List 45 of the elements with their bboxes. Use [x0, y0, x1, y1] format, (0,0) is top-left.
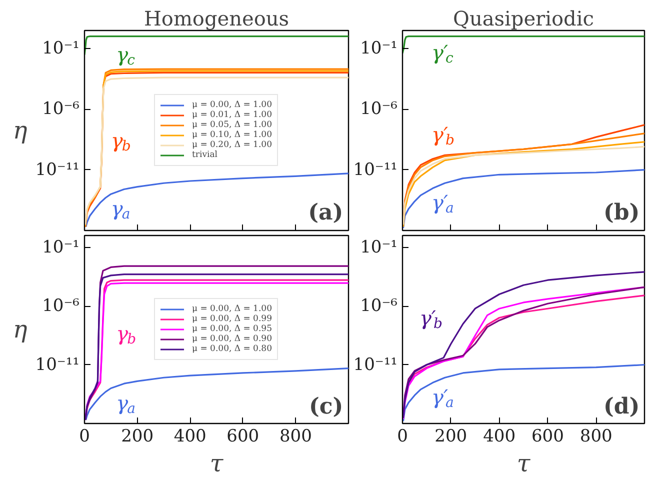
legend-label: trivial — [192, 150, 218, 160]
x-tick-label: 600 — [531, 426, 564, 446]
line-series — [85, 172, 348, 228]
x-axis-title: τ — [210, 450, 224, 478]
chart-title: Homogeneous — [144, 6, 290, 30]
y-tick-label: 10⁻¹ — [42, 237, 80, 258]
y-tick-label: 10⁻¹ — [360, 237, 398, 258]
y-tick-label: 10⁻¹ — [42, 38, 80, 58]
legend-label: μ = 0.01, Δ = 1.00 — [192, 110, 272, 120]
annotation: (d) — [603, 394, 640, 420]
y-axis-title: η — [12, 116, 28, 144]
x-tick-label: 0 — [397, 426, 408, 446]
annotation: (b) — [603, 200, 640, 226]
x-tick-label: 600 — [226, 426, 260, 446]
legend-label: μ = 0.00, Δ = 0.90 — [192, 334, 272, 344]
x-tick-label: 200 — [121, 426, 154, 446]
y-tick-label: 10⁻¹¹ — [35, 160, 80, 180]
y-tick-label: 10⁻¹¹ — [353, 160, 398, 180]
line-series — [85, 367, 348, 421]
y-tick-label: 10⁻⁶ — [360, 99, 398, 120]
y-tick-label: 10⁻¹ — [360, 38, 398, 58]
x-tick-label: 800 — [580, 426, 612, 446]
x-tick-label: 400 — [174, 426, 206, 446]
x-tick-label: 200 — [434, 426, 468, 446]
y-tick-label: 10⁻⁶ — [42, 99, 80, 120]
x-tick-label: 400 — [483, 426, 516, 446]
y-tick-label: 10⁻⁶ — [360, 296, 398, 316]
x-axis-title: τ — [516, 450, 531, 478]
x-tick-label: 800 — [279, 426, 312, 446]
legend-label: μ = 0.00, Δ = 1.00 — [192, 100, 272, 110]
x-tick-label: 0 — [79, 426, 90, 446]
legend-label: μ = 0.00, Δ = 0.95 — [192, 324, 272, 334]
legend-label: μ = 0.05, Δ = 1.00 — [192, 120, 272, 130]
legend-label: μ = 0.20, Δ = 1.00 — [192, 140, 272, 150]
y-axis-title: η — [12, 316, 28, 344]
y-tick-label: 10⁻¹¹ — [353, 354, 398, 375]
annotation: (c) — [309, 394, 344, 420]
y-tick-label: 10⁻⁶ — [42, 296, 80, 316]
annotation: (a) — [308, 200, 344, 226]
chart-title: Quasiperiodic — [453, 6, 594, 30]
legend-label: μ = 0.00, Δ = 1.00 — [192, 304, 272, 314]
legend-label: μ = 0.00, Δ = 0.99 — [192, 314, 272, 324]
legend-label: μ = 0.00, Δ = 0.80 — [192, 344, 272, 354]
legend-label: μ = 0.10, Δ = 1.00 — [192, 130, 272, 140]
y-tick-label: 10⁻¹¹ — [35, 354, 80, 375]
